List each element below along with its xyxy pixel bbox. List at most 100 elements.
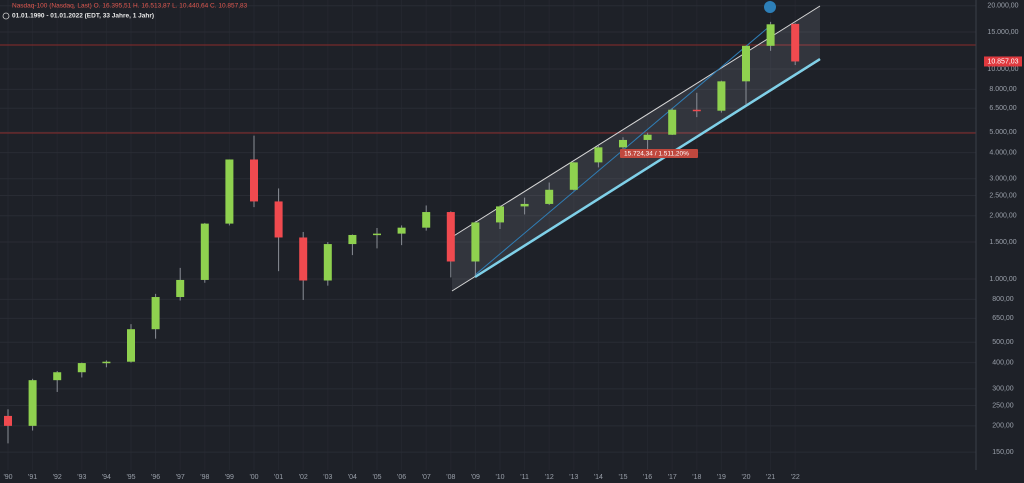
y-tick-label: 10.000,00 [987, 66, 1018, 73]
x-tick-label: '22 [791, 474, 800, 481]
candles [4, 21, 800, 444]
x-tick-label: '13 [569, 474, 578, 481]
candle-body [102, 361, 111, 364]
x-tick-label: '21 [766, 474, 775, 481]
candle-body [643, 134, 652, 140]
candle-body [496, 206, 504, 223]
candle-body [176, 279, 185, 298]
x-tick-label: '02 [299, 474, 308, 481]
candle-body [28, 380, 37, 426]
candle-body [397, 227, 406, 234]
candle-body [668, 109, 677, 135]
candle-body [619, 139, 627, 148]
y-tick-label: 3.000,00 [989, 176, 1016, 183]
x-tick-label: '96 [151, 474, 160, 481]
y-tick-label: 300,00 [992, 386, 1014, 393]
x-tick-label: '97 [176, 474, 185, 481]
x-tick-label: '91 [28, 474, 37, 481]
candle-body [742, 45, 750, 82]
candle-body [692, 109, 701, 112]
y-tick-label: 4.000,00 [989, 149, 1016, 156]
candle-body [446, 212, 455, 262]
candle-body [471, 222, 480, 262]
x-tick-label: '00 [249, 474, 258, 481]
y-tick-label: 250,00 [992, 402, 1014, 409]
y-tick-label: 15.000,00 [987, 29, 1018, 36]
channel-upper [451, 5, 821, 238]
y-tick-label: 8.000,00 [989, 86, 1016, 93]
grid [0, 5, 976, 453]
candle-body [323, 244, 332, 281]
y-tick-label: 800,00 [992, 296, 1014, 303]
clock-icon [2, 12, 10, 20]
header: Nasdaq-100 (Nasdaq, Last) O. 16.395,51 H… [12, 3, 248, 10]
x-tick-label: '93 [77, 474, 86, 481]
x-tick-label: '07 [422, 474, 431, 481]
y-tick-label: 2.000,00 [989, 213, 1016, 220]
x-tick-label: '15 [618, 474, 627, 481]
y-tick-label: 650,00 [992, 315, 1014, 322]
candle-body [348, 234, 357, 245]
candle-body [299, 237, 308, 281]
annotation: 15.724,34 / 1.511,20% [624, 151, 689, 158]
x-tick-label: '94 [102, 474, 111, 481]
candle-body [717, 81, 726, 111]
x-tick-label: '99 [225, 474, 234, 481]
y-tick-label: 6.500,00 [989, 105, 1016, 112]
y-tick-label: 20.000,00 [987, 3, 1018, 10]
candle-body [373, 233, 381, 236]
x-tick-label: '08 [446, 474, 455, 481]
x-tick-label: '03 [323, 474, 332, 481]
x-tick-label: '90 [3, 474, 12, 481]
x-tick-label: '10 [495, 474, 504, 481]
x-tick-label: '09 [471, 474, 480, 481]
candle-body [53, 372, 62, 381]
annotation-box [620, 149, 698, 158]
candle-body [274, 201, 283, 238]
y-tick-label: 150,00 [992, 449, 1014, 456]
x-tick-label: '11 [520, 474, 529, 481]
x-tick-label: '95 [126, 474, 135, 481]
x-tick-label: '16 [643, 474, 652, 481]
trend-line [474, 57, 821, 279]
x-tick-label: '98 [200, 474, 209, 481]
candle-body [422, 212, 431, 228]
x-tick-label: '01 [274, 474, 283, 481]
price-tag-label: 10.857,03 [987, 58, 1018, 65]
x-tick-label: '14 [594, 474, 603, 481]
candle-body [791, 23, 800, 62]
candle-body [545, 189, 554, 204]
candle-body [766, 24, 775, 46]
event-marker[interactable] [764, 1, 776, 13]
y-tick-label: 5.000,00 [989, 129, 1016, 136]
candle-body [520, 203, 529, 207]
x-tick-label: '17 [668, 474, 677, 481]
y-tick-label: 1.000,00 [989, 276, 1016, 283]
candle-body [225, 159, 234, 224]
y-tick-label: 1.500,00 [989, 239, 1016, 246]
y-tick-label: 400,00 [992, 359, 1014, 366]
trend-channel [452, 6, 820, 291]
candle-body [594, 147, 603, 163]
x-tick-label: '19 [717, 474, 726, 481]
price-tag [984, 56, 1022, 67]
subheader: 01.01.1990 - 01.01.2022 (EDT, 33 Jahre, … [12, 13, 154, 20]
candle-body [127, 329, 135, 362]
x-tick-label: '04 [348, 474, 357, 481]
candle-body [569, 162, 578, 190]
x-tick-label: '18 [692, 474, 701, 481]
candle-body [151, 297, 160, 330]
y-tick-label: 500,00 [992, 339, 1014, 346]
x-tick-label: '92 [53, 474, 62, 481]
candle-body [200, 223, 209, 280]
x-tick-label: '12 [545, 474, 554, 481]
y-tick-label: 200,00 [992, 423, 1014, 430]
candle-body [4, 415, 12, 426]
x-tick-label: '20 [741, 474, 750, 481]
x-tick-label: '05 [372, 474, 381, 481]
candle-body [77, 363, 86, 373]
y-tick-label: 2.500,00 [989, 192, 1016, 199]
candle-body [250, 159, 258, 202]
